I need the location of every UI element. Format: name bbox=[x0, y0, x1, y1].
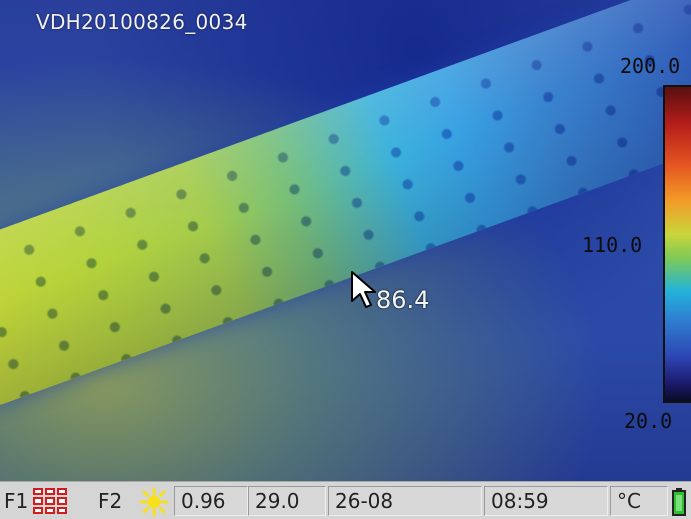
date-field[interactable]: 26-08 bbox=[328, 486, 482, 516]
f1-key-label[interactable]: F1 bbox=[4, 489, 29, 513]
emissivity-value: 0.96 bbox=[181, 489, 226, 513]
palette-grid-icon[interactable] bbox=[33, 488, 67, 514]
color-scale-bar bbox=[663, 85, 691, 403]
scale-max-label: 200.0 bbox=[620, 54, 681, 78]
unit-field[interactable]: °C bbox=[610, 486, 668, 516]
date-value: 26-08 bbox=[335, 489, 394, 513]
time-field[interactable]: 08:59 bbox=[484, 486, 608, 516]
spot-temperature: 86.4 bbox=[376, 286, 430, 314]
unit-value: °C bbox=[617, 489, 641, 513]
background-temp-value: 29.0 bbox=[255, 489, 300, 513]
background-temp-field[interactable]: 29.0 bbox=[248, 486, 326, 516]
time-value: 08:59 bbox=[491, 489, 549, 513]
thermal-image-view[interactable]: VDH20100826_0034 86.4 200.0 110.0 20.0 bbox=[0, 0, 691, 481]
scale-mid-label: 110.0 bbox=[582, 233, 643, 257]
status-bar: F1 F2 0.96 29.0 2 bbox=[0, 481, 691, 519]
scale-min-label: 20.0 bbox=[624, 409, 673, 433]
emissivity-field[interactable]: 0.96 bbox=[174, 486, 248, 516]
heated-band bbox=[0, 0, 691, 410]
f2-key-label[interactable]: F2 bbox=[98, 489, 123, 513]
sun-icon[interactable] bbox=[138, 487, 170, 517]
image-name: VDH20100826_0034 bbox=[36, 10, 248, 34]
cursor-arrow-icon bbox=[351, 271, 376, 308]
battery-icon bbox=[672, 488, 686, 516]
